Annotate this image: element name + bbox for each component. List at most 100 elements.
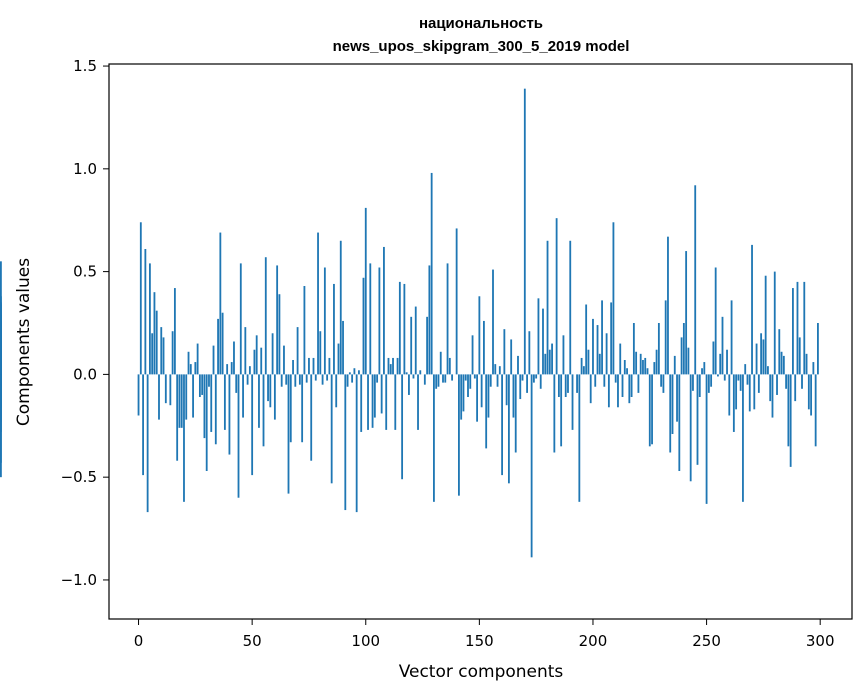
bar <box>739 374 742 391</box>
bar <box>517 355 519 375</box>
bar <box>362 277 365 375</box>
bar <box>480 374 483 408</box>
bar <box>542 308 544 375</box>
bar <box>171 331 174 375</box>
bar <box>330 374 333 484</box>
bar <box>180 374 183 428</box>
bar <box>208 374 210 387</box>
bar <box>367 374 369 430</box>
bar <box>626 368 628 375</box>
bar <box>305 374 308 383</box>
bar <box>551 343 553 375</box>
bar <box>805 353 808 375</box>
bar <box>755 343 758 375</box>
bar <box>485 374 488 449</box>
bar <box>251 374 254 476</box>
bar <box>203 374 206 439</box>
bar <box>423 374 426 385</box>
bar <box>355 374 358 513</box>
bar <box>255 335 258 375</box>
bar <box>226 364 229 375</box>
bar <box>714 267 717 375</box>
bar <box>217 318 219 375</box>
bar <box>426 316 429 375</box>
bar <box>328 357 331 375</box>
bar <box>198 374 201 397</box>
x-axis-label: Vector components <box>399 662 564 682</box>
y-axis-ticks: −1.0 −0.5 0.0 0.5 1.0 1.5 <box>61 57 109 589</box>
bar <box>530 374 533 558</box>
bar <box>369 263 372 375</box>
bar <box>408 374 410 395</box>
bar <box>653 362 656 375</box>
bar <box>746 374 749 385</box>
bar <box>471 335 474 375</box>
bar <box>405 372 408 375</box>
bar <box>621 374 624 397</box>
bar <box>312 357 315 375</box>
bar <box>464 374 467 381</box>
bar <box>176 374 179 461</box>
bar <box>521 374 524 381</box>
bar <box>792 288 794 375</box>
bar <box>146 374 149 513</box>
bar <box>682 323 685 375</box>
bar <box>689 374 692 482</box>
bar <box>617 374 619 408</box>
bar <box>292 360 294 375</box>
bar <box>178 374 181 428</box>
bar <box>296 327 299 375</box>
bar <box>751 244 753 375</box>
bar <box>587 349 590 375</box>
bar <box>676 374 678 422</box>
bar <box>664 300 667 375</box>
bar <box>462 374 465 412</box>
bar <box>814 374 817 447</box>
bar <box>544 353 547 375</box>
bar <box>414 306 417 375</box>
bar <box>160 327 163 375</box>
bar <box>757 374 760 393</box>
bar <box>796 281 799 375</box>
bar <box>735 374 738 410</box>
bar <box>360 374 363 432</box>
bar <box>632 323 635 375</box>
bar <box>671 374 674 434</box>
bar <box>303 286 306 375</box>
bar <box>667 236 669 375</box>
x-tick-label: 100 <box>351 632 380 650</box>
bar <box>564 374 567 397</box>
bar <box>669 374 672 453</box>
bar <box>346 374 349 387</box>
bar <box>780 351 783 375</box>
bar <box>412 374 415 379</box>
bar <box>148 263 151 375</box>
bar <box>532 374 535 383</box>
bar <box>392 357 394 375</box>
bar <box>246 374 249 385</box>
y-tick-label: 0.0 <box>73 365 97 383</box>
bar <box>142 374 144 476</box>
bar <box>201 374 204 395</box>
bar <box>730 300 733 375</box>
bar <box>380 374 383 414</box>
bar <box>298 374 301 385</box>
bar <box>528 331 531 375</box>
bar <box>387 357 390 375</box>
bar <box>285 374 288 385</box>
bar <box>0 374 2 478</box>
bar <box>258 374 260 428</box>
bar <box>776 374 778 395</box>
bar <box>403 283 406 375</box>
bar <box>723 374 726 381</box>
bar <box>0 374 2 408</box>
bar <box>358 370 360 375</box>
bar <box>326 374 329 381</box>
bar <box>810 374 813 416</box>
bar <box>323 267 326 375</box>
bar <box>789 374 792 467</box>
bar <box>153 292 156 375</box>
bar <box>719 353 722 375</box>
bar <box>337 343 340 375</box>
bar <box>732 374 735 432</box>
